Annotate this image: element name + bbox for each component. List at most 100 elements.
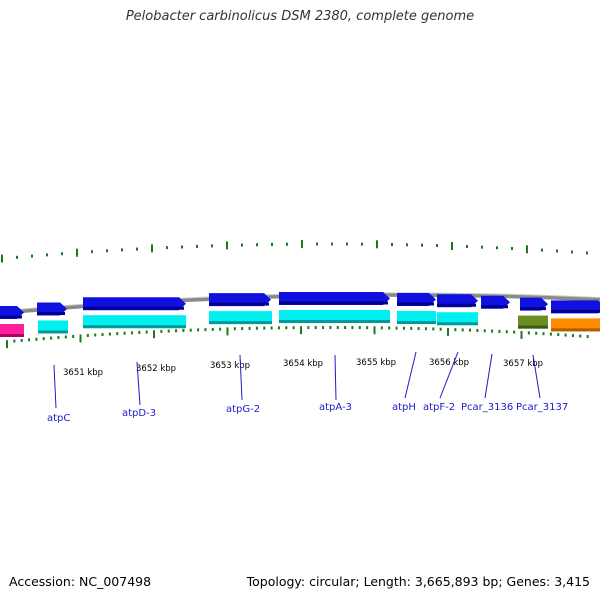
topology-label: Topology: circular; Length: 3,665,893 bp…	[246, 574, 590, 589]
gc-bar	[16, 255, 18, 259]
minor-tick	[64, 335, 67, 339]
minor-tick	[469, 328, 472, 332]
scale-label-3655: 3655 kbp	[356, 358, 396, 368]
minor-tick	[329, 326, 332, 330]
gc-bar	[511, 247, 513, 251]
minor-tick	[248, 326, 251, 330]
minor-tick	[175, 329, 178, 333]
gc-bar	[226, 241, 228, 250]
gc-bar	[346, 242, 348, 246]
rna-gene-3	[209, 311, 272, 325]
leader-atpA-3	[334, 354, 337, 401]
leader-atpC	[53, 364, 57, 409]
gc-bar	[556, 249, 558, 253]
minor-tick	[285, 326, 288, 330]
scale-label-3651: 3651 kbp	[63, 368, 103, 378]
rna-gene-0-shadow	[0, 333, 24, 337]
minor-tick	[358, 326, 361, 330]
gc-bar	[286, 242, 288, 246]
minor-tick	[439, 327, 442, 331]
minor-tick	[116, 332, 119, 336]
leader-Pcar_3137	[532, 354, 541, 399]
minor-tick	[42, 337, 45, 341]
minor-tick	[108, 332, 111, 336]
scale-label-3657: 3657 kbp	[503, 359, 543, 369]
leader-atpD-3	[136, 361, 141, 406]
minor-tick	[72, 334, 75, 338]
gc-bar	[331, 242, 333, 246]
gene-label-atpD-3: atpD-3	[122, 408, 156, 419]
minor-tick	[263, 326, 266, 330]
minor-tick	[498, 329, 501, 333]
gc-bar	[481, 245, 483, 249]
minor-tick	[535, 331, 538, 335]
minor-tick	[167, 329, 170, 333]
minor-tick	[255, 326, 258, 330]
scale-label-3656: 3656 kbp	[429, 358, 469, 368]
minor-tick	[204, 328, 207, 332]
gc-bar	[586, 251, 588, 255]
minor-tick	[145, 330, 148, 334]
minor-tick	[351, 326, 354, 330]
minor-tick	[57, 336, 60, 340]
minor-tick	[513, 330, 516, 334]
gc-bar	[301, 240, 303, 249]
major-tick	[6, 340, 8, 349]
gc-bar	[406, 243, 408, 247]
minor-tick	[182, 328, 185, 332]
minor-tick	[491, 329, 494, 333]
gene-label-atpF-2: atpF-2	[423, 402, 455, 413]
gene-label-atpH: atpH	[392, 402, 416, 413]
minor-tick	[454, 328, 457, 332]
minor-tick	[219, 327, 222, 331]
gene-features	[0, 292, 600, 337]
gc-bar	[211, 244, 213, 248]
major-tick	[153, 330, 155, 339]
minor-tick	[461, 328, 464, 332]
gene-labels: atpC atpD-3 atpG-2 atpA-3 atpH atpF-2 Pc…	[47, 402, 568, 424]
gc-bar	[151, 244, 153, 253]
rna-gene-2	[83, 315, 186, 329]
gc-bar	[241, 243, 243, 247]
gc-bar	[571, 250, 573, 254]
minor-tick	[322, 326, 325, 330]
minor-tick	[424, 327, 427, 331]
minor-tick	[395, 326, 398, 330]
accession-label: Accession: NC_007498	[9, 574, 152, 589]
minor-tick	[211, 327, 214, 331]
minor-tick	[86, 333, 89, 337]
minor-tick	[292, 326, 295, 330]
rna-gene-0	[0, 323, 24, 337]
minor-tick	[579, 334, 582, 338]
minor-tick	[28, 338, 31, 342]
rna-gene-2-shadow	[83, 325, 186, 329]
gc-bar	[526, 245, 528, 254]
minor-tick	[50, 336, 53, 340]
leader-atpG-2	[239, 354, 243, 401]
gene-label-atpG-2: atpG-2	[226, 404, 260, 415]
page-title: Pelobacter carbinolicus DSM 2380, comple…	[125, 9, 475, 24]
rna-gene-6	[437, 312, 478, 326]
major-tick	[373, 326, 376, 335]
minor-tick	[241, 327, 244, 331]
minor-tick	[344, 326, 347, 330]
rna-gene-5	[397, 311, 436, 325]
gc-bar	[31, 254, 33, 258]
minor-tick	[549, 332, 552, 336]
minor-tick	[160, 329, 163, 333]
gene-label-atpA-3: atpA-3	[319, 402, 352, 413]
rna-gene-4-shadow	[279, 320, 390, 324]
minor-tick	[277, 326, 280, 330]
gene-label-Pcar_3136: Pcar_3136	[461, 402, 513, 413]
minor-tick	[388, 326, 391, 330]
minor-tick	[307, 326, 310, 330]
minor-tick	[505, 330, 508, 334]
rna-gene-7	[518, 315, 548, 329]
minor-tick	[138, 330, 141, 334]
minor-tick	[402, 326, 405, 330]
leader-atpH	[404, 351, 417, 399]
gc-bar	[61, 252, 63, 256]
rna-gene-1	[38, 320, 68, 334]
label-leader-lines	[53, 351, 541, 409]
minor-tick	[410, 326, 413, 330]
